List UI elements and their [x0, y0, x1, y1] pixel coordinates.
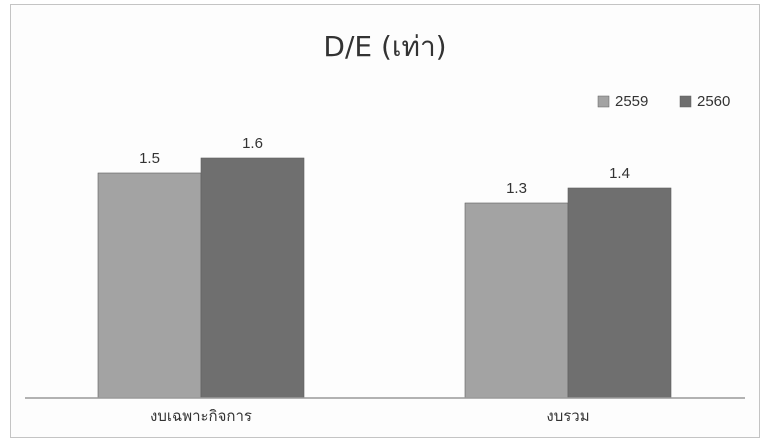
x-tick-label-2: งบรวม [546, 407, 589, 425]
x-tick-labels: งบเฉพาะกิจการ งบรวม [150, 407, 590, 425]
legend-label-2559: 2559 [615, 93, 648, 110]
x-tick-label-1: งบเฉพาะกิจการ [150, 407, 252, 425]
value-labels-group: 1.5 1.6 1.3 1.4 [139, 135, 630, 197]
value-label-2560-2: 1.4 [609, 165, 630, 182]
bar-2559-1 [97, 172, 202, 399]
bars-group [97, 157, 672, 399]
bar-2560-1 [200, 157, 305, 399]
legend-label-2560: 2560 [697, 93, 730, 110]
value-label-2559-1: 1.5 [139, 150, 160, 167]
bar-2559-2 [464, 202, 569, 399]
bar-2560-2 [567, 187, 672, 399]
legend: 2559 2560 [597, 93, 730, 110]
value-label-2560-1: 1.6 [242, 135, 263, 152]
value-label-2559-2: 1.3 [506, 180, 527, 197]
legend-swatch-2559 [597, 95, 610, 108]
legend-swatch-2560 [679, 95, 692, 108]
chart-title: D/E (เท่า) [323, 30, 446, 63]
